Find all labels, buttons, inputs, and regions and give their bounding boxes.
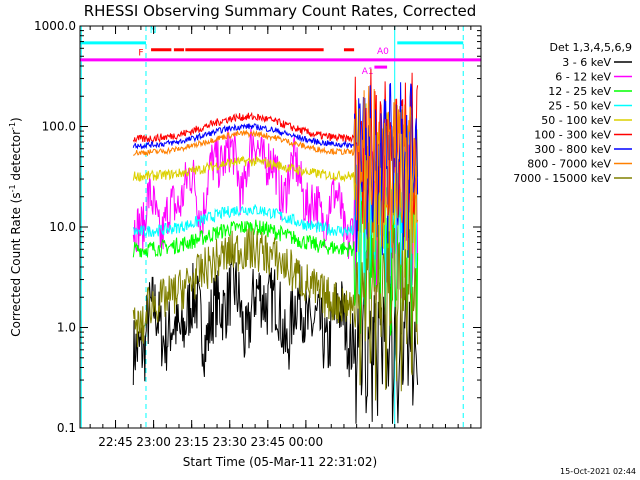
y-tick-label: 0.1 [57,421,76,435]
x-tick-label: 23:30 [212,435,247,449]
x-tick-label: 22:45 [98,435,133,449]
x-tick-label: 23:00 [136,435,171,449]
flag-label: A1 [362,67,374,77]
series-line [132,145,419,315]
timestamp: 15-Oct-2021 02:44 [560,467,636,476]
x-axis: 22:45 23:00 23:15 23:30 23:45 00:00 [89,26,472,449]
legend-label: 100 - 300 keV [534,129,611,142]
x-tick-label: 23:15 [174,435,209,449]
legend-label: 6 - 12 keV [555,71,611,84]
legend-label: 7000 - 15000 keV [513,172,611,185]
y-axis-label: Corrected Count Rate (s-1 detector-1) [8,117,23,336]
y-axis: 0.1 1.0 10.0 100.0 1000.0 [34,19,481,435]
series-line [132,85,419,254]
series-line [132,82,419,258]
y-tick-label: 1.0 [57,321,76,335]
series-line [132,222,419,401]
legend-header: Det 1,3,4,5,6,9 [549,41,632,54]
y-tick-label: 10.0 [49,220,76,234]
legend-label: 300 - 800 keV [534,143,611,156]
x-tick-label: 00:00 [289,435,324,449]
legend-label: 25 - 50 keV [548,100,611,113]
legend-label: 12 - 25 keV [548,85,611,98]
legend-label: 3 - 6 keV [562,56,611,69]
series-line [132,172,419,344]
flag-label: A0 [377,47,389,57]
x-axis-label: Start Time (05-Mar-11 22:31:02) [183,455,377,469]
y-tick-label: 1000.0 [34,19,76,33]
legend-label: 800 - 7000 keV [527,158,611,171]
series-line [132,253,419,424]
legend-label: 50 - 100 keV [541,114,611,127]
y-tick-label: 100.0 [42,120,76,134]
flag-label: F [138,48,143,58]
x-tick-label: 23:45 [251,435,286,449]
chart-title: RHESSI Observing Summary Count Rates, Co… [84,2,477,20]
plot-area: NFA1A0 [80,26,481,428]
